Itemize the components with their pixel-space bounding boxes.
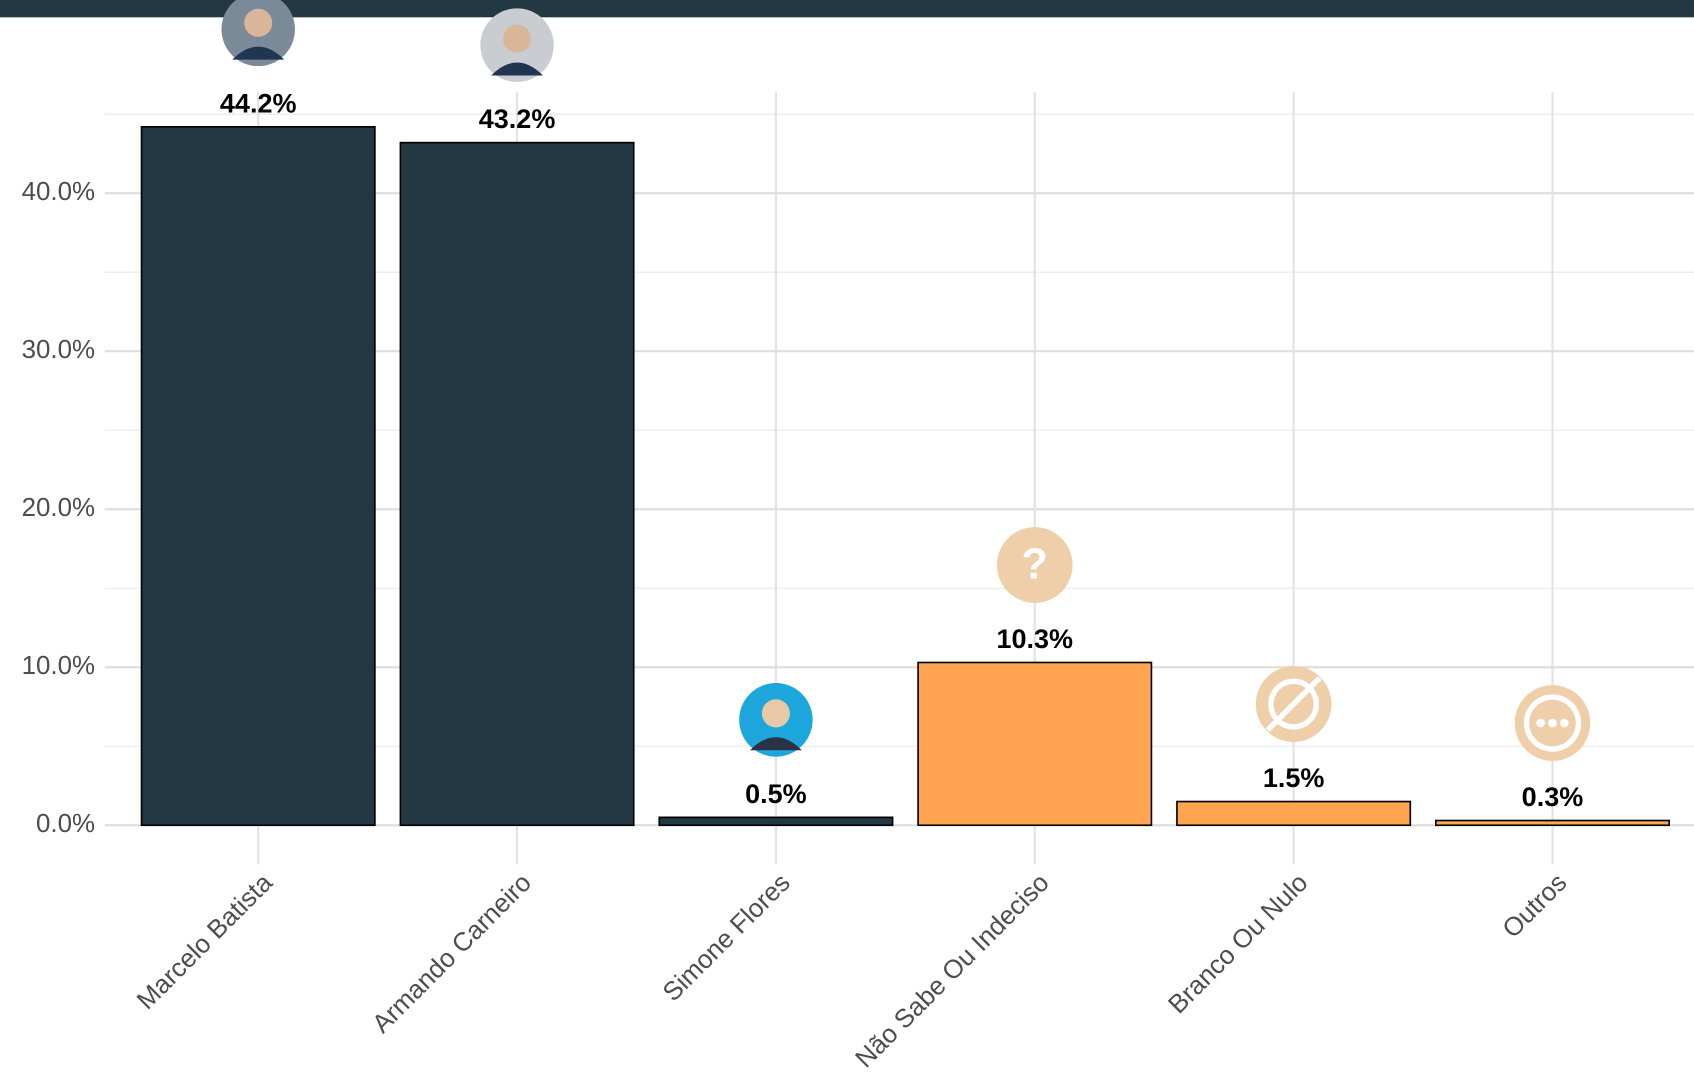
x-tick-label: Outros (1496, 867, 1572, 943)
avatar-head (762, 699, 790, 727)
x-tick-label: Armando Carneiro (366, 867, 537, 1038)
x-tick-label: Branco Ou Nulo (1162, 867, 1314, 1019)
icon-dot (1560, 719, 1569, 728)
icon: ? (997, 527, 1073, 603)
y-tick-label: 20.0% (22, 492, 96, 522)
bar (918, 662, 1151, 825)
value-label: 0.3% (1522, 782, 1584, 812)
value-label: 43.2% (479, 104, 556, 134)
avatar-head (244, 9, 272, 37)
bar (1177, 802, 1410, 826)
bar (1436, 821, 1669, 826)
bar (142, 127, 375, 825)
icon-glyph: ? (1022, 541, 1048, 589)
y-tick-label: 40.0% (22, 176, 96, 206)
icon (221, 0, 294, 66)
y-tick-label: 30.0% (22, 334, 96, 364)
icon-dot (1536, 719, 1545, 728)
bar (400, 143, 633, 826)
value-label: 10.3% (996, 624, 1073, 654)
icon (480, 8, 553, 82)
icon (1256, 666, 1332, 742)
icon (1515, 685, 1591, 761)
icon (739, 683, 812, 757)
chart: 0.0% 10.0% 20.0% 30.0% 40.0% 44.2% Marcelo Bat… (0, 0, 1694, 1083)
bar (659, 817, 892, 825)
x-tick-label: Não Sabe Ou Indeciso (849, 867, 1055, 1073)
avatar-head (503, 25, 531, 53)
x-tick-label: Simone Flores (656, 867, 795, 1007)
value-label: 1.5% (1263, 763, 1325, 793)
y-tick-label: 0.0% (36, 808, 95, 838)
x-tick-label: Marcelo Batista (131, 867, 279, 1015)
y-tick-label: 10.0% (22, 650, 96, 680)
value-label: 44.2% (220, 88, 297, 118)
value-label: 0.5% (745, 779, 807, 809)
icon-dot (1548, 719, 1557, 728)
